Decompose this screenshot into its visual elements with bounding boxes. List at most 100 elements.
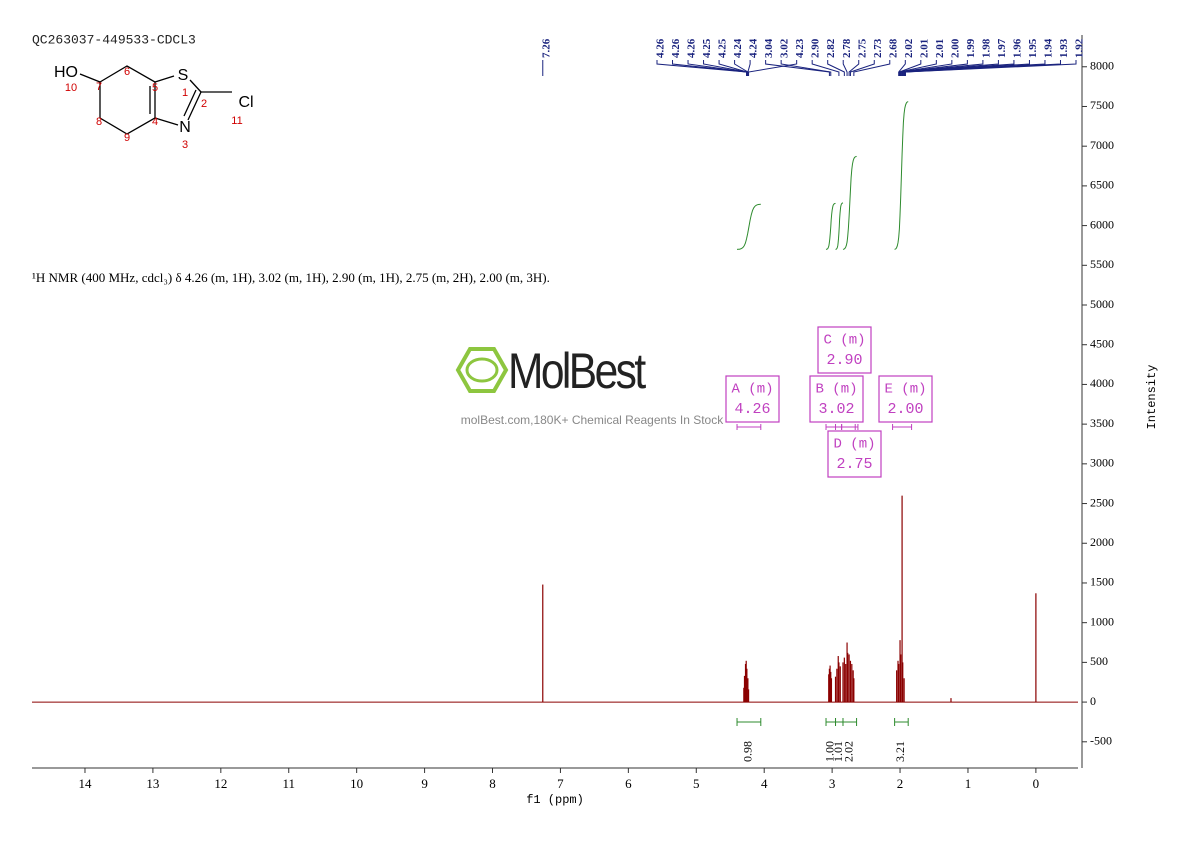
integral-label: 3.21	[893, 741, 907, 762]
x-tick-label: 8	[489, 776, 496, 791]
peak-label: 4.25	[701, 38, 713, 58]
integral-curve	[894, 101, 909, 250]
peak-label: 4.26	[686, 38, 698, 58]
peak-leader	[849, 60, 875, 76]
sample-title: QC263037-449533-CDCL3	[32, 32, 196, 47]
atom-number: 8	[96, 116, 102, 128]
integral-bracket	[736, 717, 762, 726]
y-tick-label: 3000	[1090, 456, 1114, 470]
atom-number: 1	[182, 87, 188, 99]
y-tick-label: 6000	[1090, 217, 1114, 231]
multiplet-range	[736, 424, 762, 430]
peak-leader	[672, 60, 748, 76]
y-tick-label: 6500	[1090, 178, 1114, 192]
multiplet-name: D (m)	[833, 437, 875, 453]
multiplet-shift: 3.02	[818, 401, 854, 418]
peak-label: 2.90	[810, 38, 822, 58]
multiplet-box	[725, 375, 780, 423]
peak-leader	[900, 60, 968, 76]
peak-label: 2.68	[887, 38, 899, 58]
peak-label: 4.24	[748, 38, 760, 58]
atom-number: 9	[124, 132, 130, 144]
x-tick-label: 5	[693, 776, 700, 791]
x-tick-label: 14	[78, 776, 92, 791]
bond	[183, 89, 197, 117]
atom-number: 11	[231, 115, 242, 127]
integral-label: 2.02	[842, 741, 856, 762]
watermark-tagline: molBest.com,180K+ Chemical Reagents In S…	[461, 413, 724, 427]
peak-leader	[687, 60, 748, 76]
integral-bracket	[842, 717, 858, 726]
peak-label: 4.25	[717, 38, 729, 58]
y-tick-label: 0	[1090, 694, 1096, 708]
peak-leader	[747, 60, 751, 76]
x-tick-label: 6	[625, 776, 632, 791]
y-tick-label: 500	[1090, 654, 1108, 668]
bond	[79, 73, 101, 83]
multiplet-name: E (m)	[884, 382, 926, 398]
atom-number: 10	[65, 82, 77, 94]
integral-label: 1.00	[823, 741, 837, 762]
multiplet-box	[827, 430, 882, 478]
peak-label: 3.02	[779, 38, 791, 58]
peak-label: 4.24	[732, 38, 744, 58]
peak-label: 2.02	[903, 38, 915, 58]
peak-leader	[900, 60, 984, 76]
multiplet-range	[835, 424, 843, 430]
integral-curve	[825, 202, 836, 250]
y-tick-label: 7000	[1090, 138, 1114, 152]
y-tick-label: -500	[1090, 734, 1112, 748]
peak-label: 7.26	[540, 38, 552, 58]
peak-leader	[734, 60, 749, 76]
peak-leader	[898, 60, 937, 76]
peak-label: 1.95	[1027, 38, 1039, 58]
x-tick-label: 0	[1033, 776, 1040, 791]
y-tick-label: 1500	[1090, 575, 1114, 589]
multiplet-name: A (m)	[731, 382, 773, 398]
peak-leader	[748, 60, 798, 76]
bond	[154, 75, 175, 83]
integral-bracket	[825, 717, 837, 726]
peak-label: 1.96	[1011, 38, 1023, 58]
integral-curve	[842, 155, 857, 250]
multiplet-box	[809, 375, 864, 423]
atom-number: 6	[124, 66, 130, 78]
y-tick-label: 5000	[1090, 297, 1114, 311]
watermark-brand: MolBest	[508, 343, 646, 399]
multiplet-name: B (m)	[815, 382, 857, 398]
y-tick-label: 2500	[1090, 495, 1114, 509]
peak-leader	[848, 60, 860, 76]
atom-number: 5	[152, 82, 158, 94]
peak-label: 1.92	[1074, 38, 1086, 58]
bond	[189, 79, 202, 93]
x-tick-label: 4	[761, 776, 768, 791]
x-tick-label: 11	[282, 776, 295, 791]
x-tick-label: 10	[350, 776, 363, 791]
multiplet-box	[817, 326, 872, 374]
peak-leader	[901, 60, 999, 76]
peak-leader	[811, 60, 840, 76]
peak-label: 1.94	[1042, 38, 1054, 58]
peak-label: 2.01	[934, 39, 946, 58]
y-tick-label: 2000	[1090, 535, 1114, 549]
integral-curve	[736, 203, 761, 250]
peak-leader	[902, 60, 1015, 76]
atom: Cl	[238, 94, 253, 111]
bond	[154, 117, 179, 126]
peak-label: 1.99	[965, 38, 977, 58]
y-tick-label: 1000	[1090, 614, 1114, 628]
peak-label: 4.26	[670, 38, 682, 58]
peak-label: 2.00	[949, 38, 961, 58]
peak-leader	[842, 60, 848, 76]
peak-label: 1.97	[996, 38, 1008, 58]
peak-leader	[718, 60, 748, 76]
peak-label: 2.01	[918, 39, 930, 58]
y-tick-label: 4000	[1090, 376, 1114, 390]
peak-label: 2.73	[872, 38, 884, 58]
y-tick-label: 8000	[1090, 59, 1114, 73]
multiplet-box	[878, 375, 933, 423]
integral-label: 1.01	[831, 741, 845, 762]
multiplet-range	[892, 424, 913, 430]
integral-bracket	[894, 717, 909, 726]
